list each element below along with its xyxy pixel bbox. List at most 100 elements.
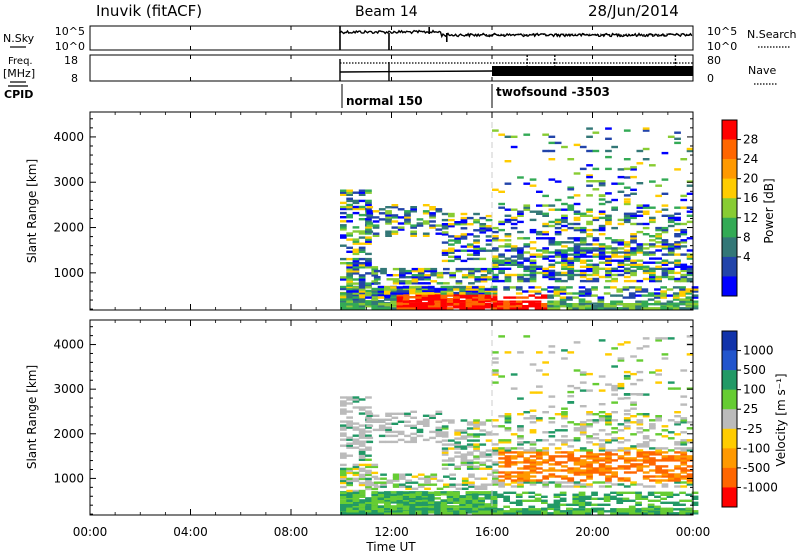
scatter-cell <box>436 282 444 285</box>
colorbar-swatch <box>722 370 737 390</box>
scatter-cell <box>534 296 542 299</box>
scatter-cell <box>358 257 366 261</box>
scatter-cell <box>415 493 423 496</box>
scatter-cell <box>515 503 523 506</box>
scatter-cell <box>680 265 688 268</box>
scatter-cell <box>446 491 454 494</box>
scatter-cell <box>597 296 605 299</box>
scatter-cell <box>598 447 606 450</box>
scatter-cell <box>441 249 449 252</box>
scatter-cell <box>630 247 637 250</box>
scatter-cell <box>654 505 661 508</box>
scatter-cell <box>492 235 499 238</box>
scatter-cell <box>358 434 366 437</box>
scatter-cell <box>465 497 473 500</box>
scatter-cell <box>405 269 412 273</box>
scatter-cell <box>454 223 461 226</box>
scatter-cell <box>410 206 417 209</box>
scatter-cell <box>440 501 448 504</box>
scatter-cell <box>358 440 366 443</box>
scatter-cell <box>371 465 379 469</box>
scatter-cell <box>542 411 549 414</box>
scatter-cell <box>623 243 631 246</box>
scatter-cell <box>635 294 642 297</box>
scatter-cell <box>523 204 531 207</box>
scatter-cell <box>630 237 637 240</box>
scatter-cell <box>686 184 694 187</box>
scatter-cell <box>346 489 353 493</box>
scatter-cell <box>686 210 694 213</box>
scatter-cell <box>572 508 580 511</box>
scatter-cell <box>346 199 353 203</box>
scatter-cell <box>340 396 347 399</box>
scatter-cell <box>485 459 493 462</box>
scatter-cell <box>397 222 405 225</box>
scatter-cell <box>542 431 549 434</box>
scatter-cell <box>358 493 366 496</box>
scatter-cell <box>642 457 650 460</box>
scatter-cell <box>471 292 479 295</box>
scatter-cell <box>611 411 618 414</box>
scatter-cell <box>346 510 353 513</box>
scatter-cell <box>515 288 523 291</box>
scatter-cell <box>427 495 435 498</box>
colorbar-tick-label: -100 <box>743 441 770 455</box>
scatter-cell <box>523 279 531 283</box>
scatter-cell <box>567 401 575 404</box>
scatter-cell <box>655 265 662 268</box>
scatter-cell <box>636 210 644 213</box>
scatter-cell <box>390 288 397 291</box>
freq-tick-bottom-left: 8 <box>71 72 78 85</box>
scatter-cell <box>340 216 347 219</box>
scatter-cell <box>352 491 360 494</box>
scatter-cell <box>422 438 430 442</box>
scatter-cell <box>674 433 681 436</box>
scatter-cell <box>390 300 397 303</box>
scatter-cell <box>448 218 455 222</box>
scatter-cell <box>415 298 423 301</box>
scatter-cell <box>559 510 567 513</box>
scatter-cell <box>346 495 353 498</box>
scatter-cell <box>572 307 580 310</box>
scatter-cell <box>635 508 642 511</box>
scatter-cell <box>465 305 473 308</box>
scatter-cell <box>424 477 431 480</box>
scatter-cell <box>685 296 693 299</box>
scatter-cell <box>410 230 417 233</box>
scatter-cell <box>642 429 650 432</box>
scatter-cell <box>378 418 386 421</box>
scatter-cell <box>390 507 397 510</box>
scatter-cell <box>402 307 410 310</box>
scatter-cell <box>346 250 353 253</box>
scatter-cell <box>636 182 644 185</box>
scatter-cell <box>573 481 581 484</box>
scatter-cell <box>385 210 392 213</box>
scatter-cell <box>504 483 512 486</box>
scatter-cell <box>691 307 699 310</box>
scatter-cell <box>468 269 475 273</box>
scatter-cell <box>490 499 498 502</box>
scatter-cell <box>479 249 487 252</box>
scatter-cell <box>391 220 399 223</box>
scatter-cell <box>592 437 600 440</box>
scatter-cell <box>365 483 372 487</box>
scatter-cell <box>635 288 642 291</box>
scatter-cell <box>358 406 366 409</box>
scatter-cell <box>377 501 385 504</box>
scatter-cell <box>484 512 492 515</box>
scatter-cell <box>554 141 562 145</box>
scatter-cell <box>474 267 482 271</box>
scatter-cell <box>547 305 554 308</box>
scatter-cell <box>548 475 556 478</box>
scatter-cell <box>380 485 387 488</box>
scatter-cell <box>680 269 688 273</box>
scatter-cell <box>465 491 473 494</box>
scatter-cell <box>460 429 468 432</box>
scatter-cell <box>421 292 429 295</box>
scatter-cell <box>365 503 372 506</box>
scatter-cell <box>654 292 661 295</box>
scatter-cell <box>586 127 593 130</box>
scatter-cell <box>485 453 493 456</box>
scatter-cell <box>448 459 455 462</box>
scatter-cell <box>529 273 537 277</box>
